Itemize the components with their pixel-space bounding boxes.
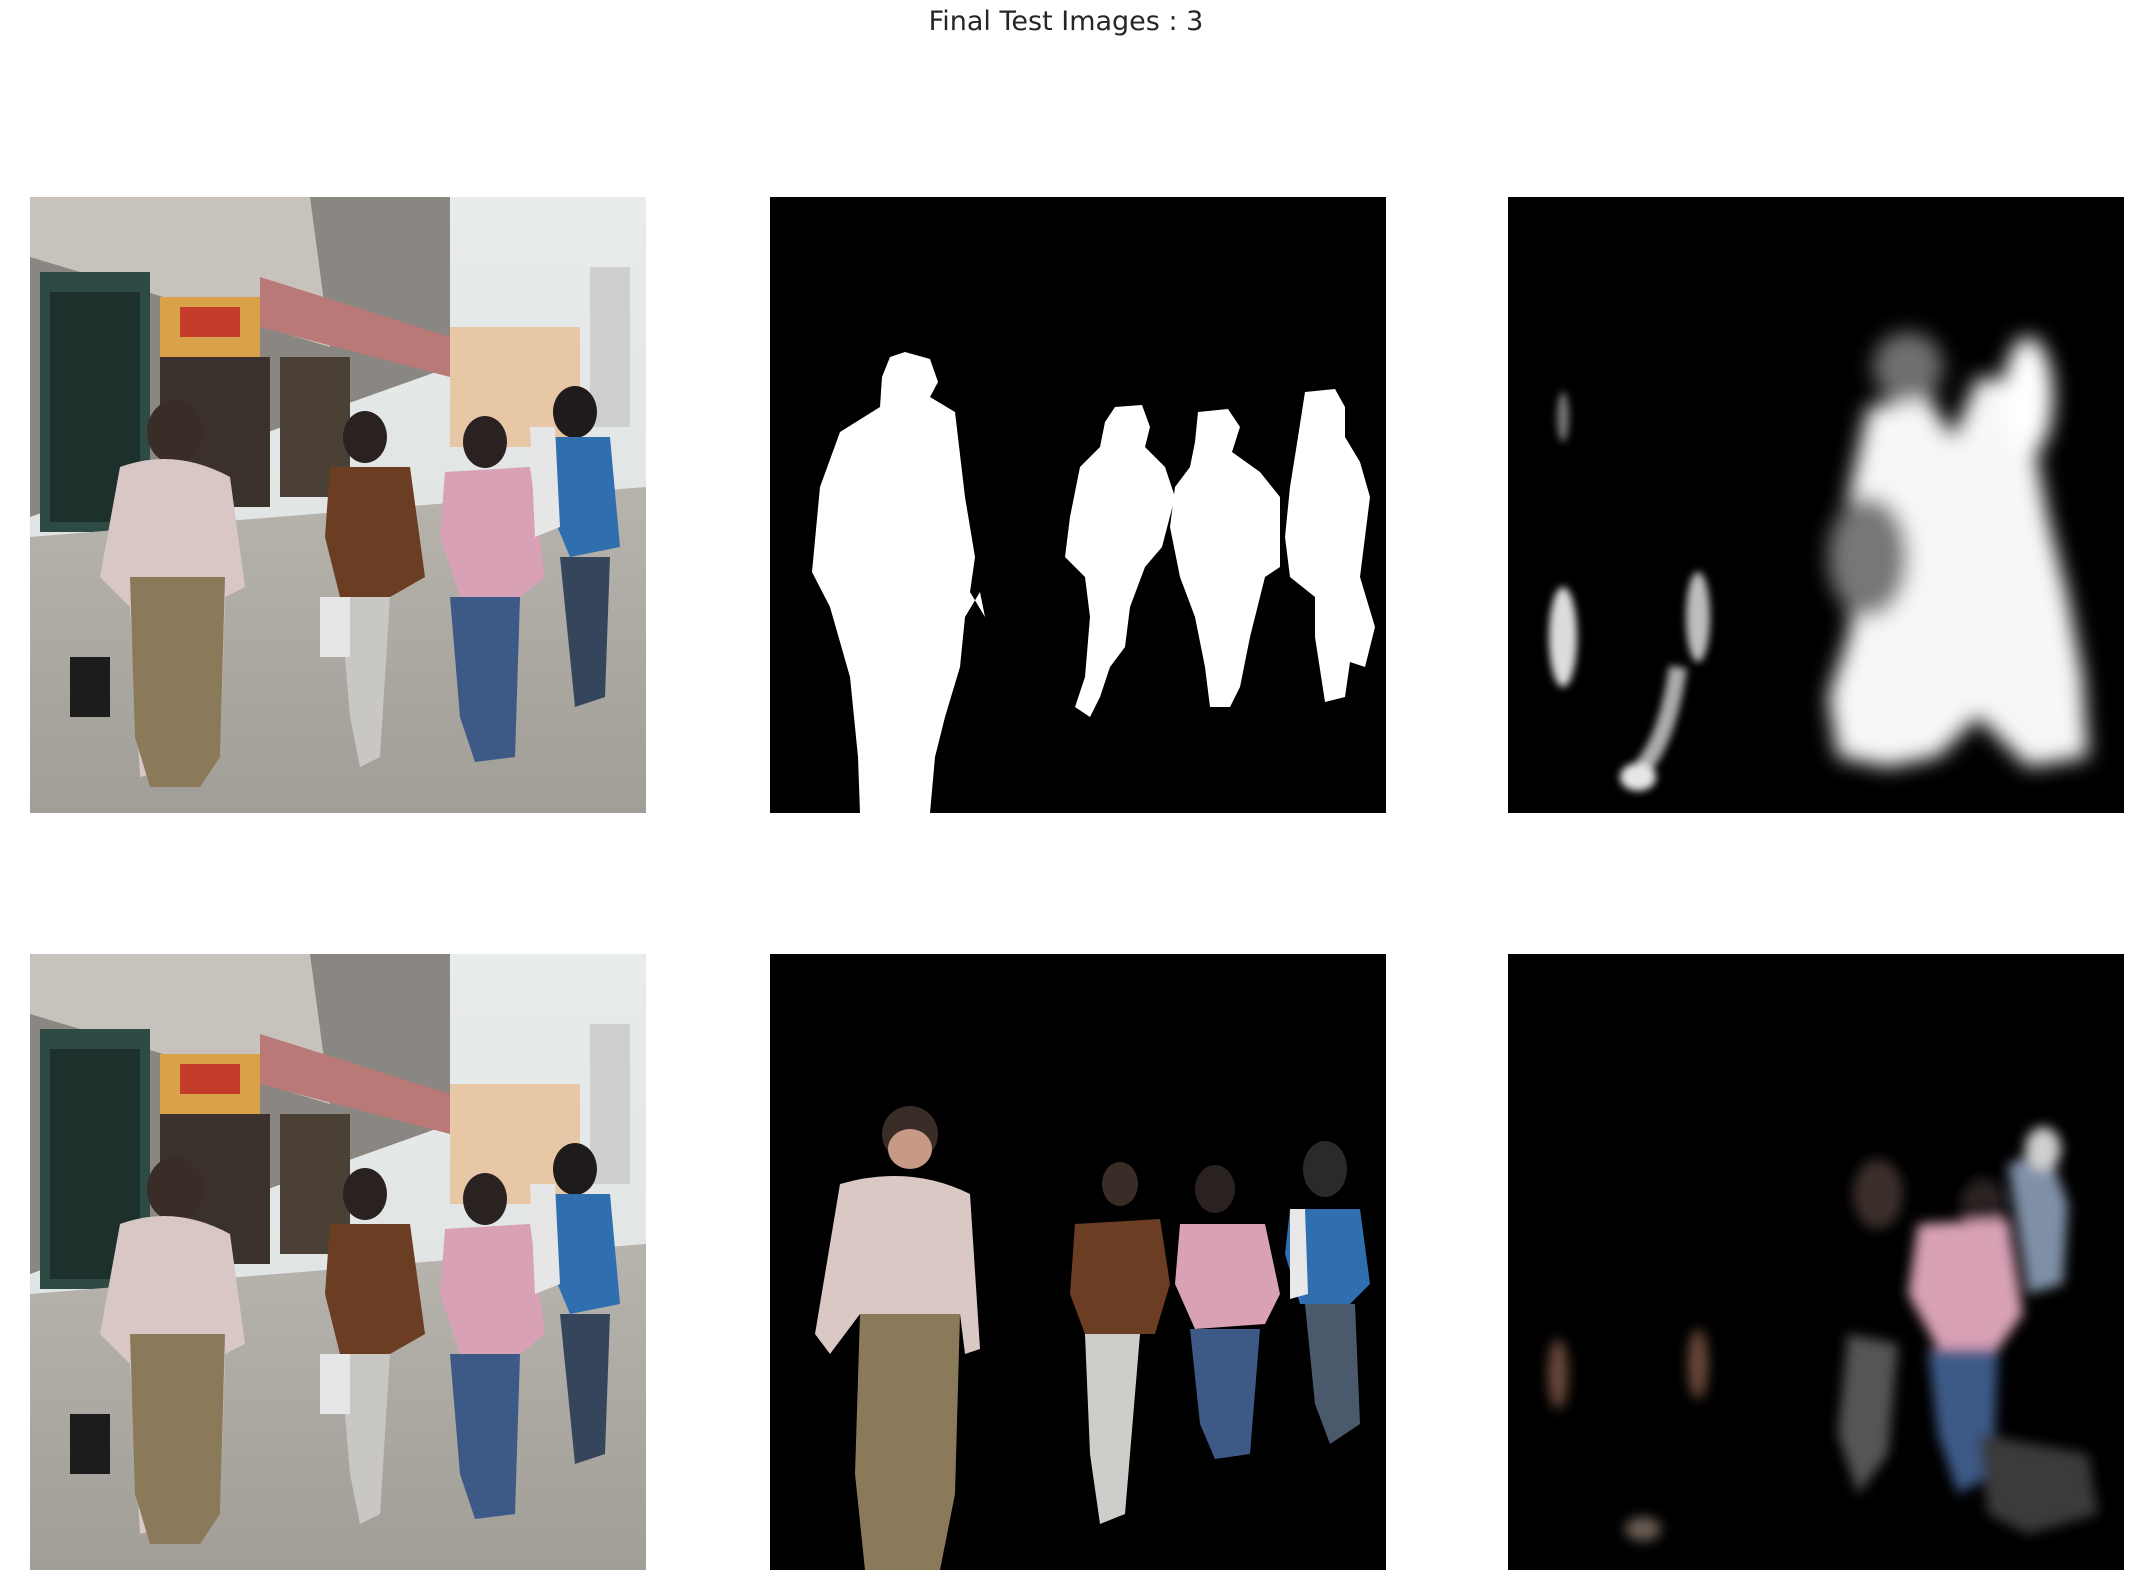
predicted-mask-panel: [1508, 197, 2124, 813]
masked-photo-pred: [1508, 954, 2124, 1570]
street-photo-copy: [30, 954, 646, 1570]
binary-mask: [770, 197, 1386, 813]
soft-mask: [1508, 197, 2124, 813]
ground-truth-overlay-panel: [770, 954, 1386, 1570]
street-photo: [30, 197, 646, 813]
input-photo-copy-panel: [30, 954, 646, 1570]
input-photo-panel: [30, 197, 646, 813]
masked-photo-gt: [770, 954, 1386, 1570]
predicted-overlay-panel: [1508, 954, 2124, 1570]
ground-truth-mask-panel: [770, 197, 1386, 813]
figure-title: Final Test Images : 3: [928, 6, 1204, 37]
